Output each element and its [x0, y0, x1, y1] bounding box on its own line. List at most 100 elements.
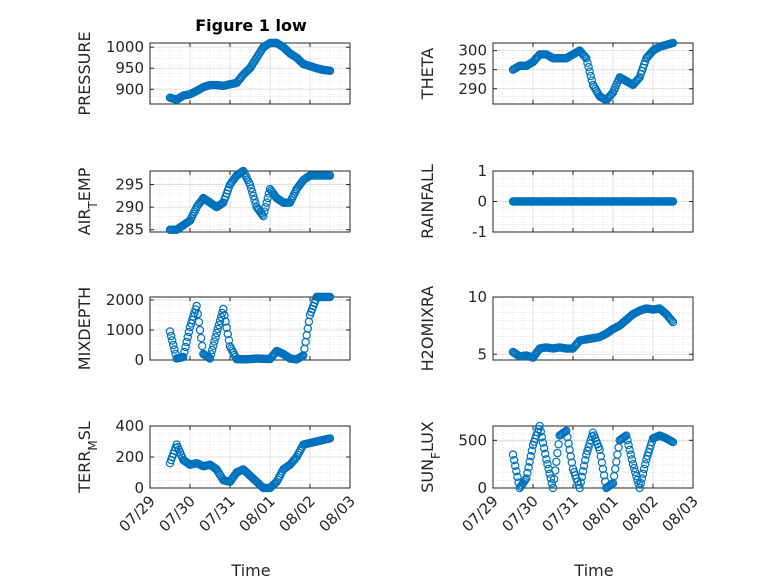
data-point — [627, 455, 637, 464]
data-point — [583, 58, 592, 67]
data-point — [511, 461, 520, 470]
data-point — [636, 479, 645, 488]
data-point — [221, 317, 230, 326]
data-point — [543, 459, 552, 469]
data-point — [635, 483, 644, 493]
data-point — [213, 324, 222, 334]
data-point — [626, 450, 635, 459]
data-point — [205, 354, 215, 363]
data-point — [581, 52, 590, 62]
data-point — [249, 191, 258, 201]
data-point — [622, 431, 631, 440]
data-point — [623, 436, 632, 445]
data-point — [579, 461, 589, 470]
data-point — [325, 292, 335, 302]
data-point — [179, 352, 188, 362]
data-point — [210, 337, 219, 346]
data-point — [259, 211, 268, 221]
data-point — [301, 337, 310, 347]
y-tick-label: 290 — [458, 80, 487, 98]
y-tick-label: 900 — [115, 80, 144, 98]
data-point — [222, 323, 231, 332]
data-point — [566, 452, 575, 461]
y-tick-label: 400 — [115, 417, 144, 435]
data-point — [546, 474, 555, 483]
data-point — [549, 475, 559, 484]
data-point — [563, 432, 572, 442]
y-tick-label: 0 — [477, 479, 487, 497]
data-point — [206, 350, 216, 359]
x-tick-label: 07/30 — [156, 492, 199, 535]
data-point — [182, 337, 191, 347]
data-point — [524, 463, 533, 472]
x-tick-label: 07/31 — [539, 492, 582, 535]
axes-box — [149, 170, 351, 233]
data-point — [183, 332, 192, 342]
data-point — [325, 66, 335, 75]
y-tick-label: 285 — [115, 221, 144, 239]
data-point — [629, 463, 639, 473]
data-point — [598, 464, 608, 474]
y-tick-label: 300 — [458, 42, 487, 60]
data-point — [554, 440, 563, 449]
data-point — [621, 432, 630, 441]
data-point — [218, 308, 227, 318]
data-point — [612, 457, 621, 466]
data-point — [211, 333, 220, 342]
y-axis-label: AIRTEMP — [75, 167, 100, 235]
axes-box — [492, 42, 694, 105]
data-point — [263, 193, 272, 203]
data-point — [628, 459, 638, 469]
data-point — [522, 474, 531, 483]
y-tick-label: 1 — [477, 162, 487, 180]
y-tick-label: 5 — [477, 345, 487, 363]
y-tick-label: 1000 — [106, 38, 144, 56]
data-point — [577, 472, 587, 482]
data-point — [562, 426, 571, 435]
data-point — [544, 464, 553, 474]
data-point — [169, 340, 178, 350]
y-tick-label: 295 — [115, 176, 144, 194]
data-point — [250, 195, 259, 204]
data-point — [639, 464, 649, 474]
axes-box — [492, 425, 694, 489]
subplot-rainfall: -1 0 1 RAINFALL — [418, 162, 694, 241]
data-point — [260, 207, 269, 216]
data-point — [180, 347, 189, 357]
data-point — [195, 325, 205, 335]
data-point — [246, 184, 256, 193]
data-point — [538, 438, 548, 447]
data-point — [606, 480, 615, 490]
axes-box — [149, 42, 351, 105]
y-tick-label: 2000 — [106, 291, 144, 309]
data-point — [209, 341, 218, 350]
data-point — [638, 469, 648, 478]
y-tick-label: -1 — [472, 223, 487, 241]
data-point — [198, 341, 207, 351]
figure-title: Figure 1 low — [195, 16, 307, 35]
data-point — [302, 331, 311, 340]
data-point — [192, 301, 201, 311]
data-point — [631, 467, 640, 477]
data-point — [261, 202, 270, 212]
x-tick-label: 07/29 — [116, 492, 159, 535]
data-point — [525, 457, 534, 466]
data-point — [537, 432, 547, 442]
data-point — [208, 345, 217, 355]
data-point — [325, 434, 335, 443]
y-axis-label: H2OMIXRA — [418, 286, 437, 372]
y-axis-label: THETA — [418, 48, 437, 100]
data-point — [508, 450, 518, 459]
x-tick-label: 08/03 — [659, 492, 702, 535]
data-point — [512, 467, 521, 476]
data-point — [551, 466, 560, 475]
x-tick-label: 08/02 — [619, 492, 662, 535]
data-point — [666, 315, 675, 324]
data-point — [181, 342, 190, 352]
data-point — [561, 427, 570, 436]
data-point — [220, 311, 229, 320]
data-point — [581, 455, 590, 465]
data-point — [609, 471, 619, 481]
data-point — [248, 187, 257, 197]
